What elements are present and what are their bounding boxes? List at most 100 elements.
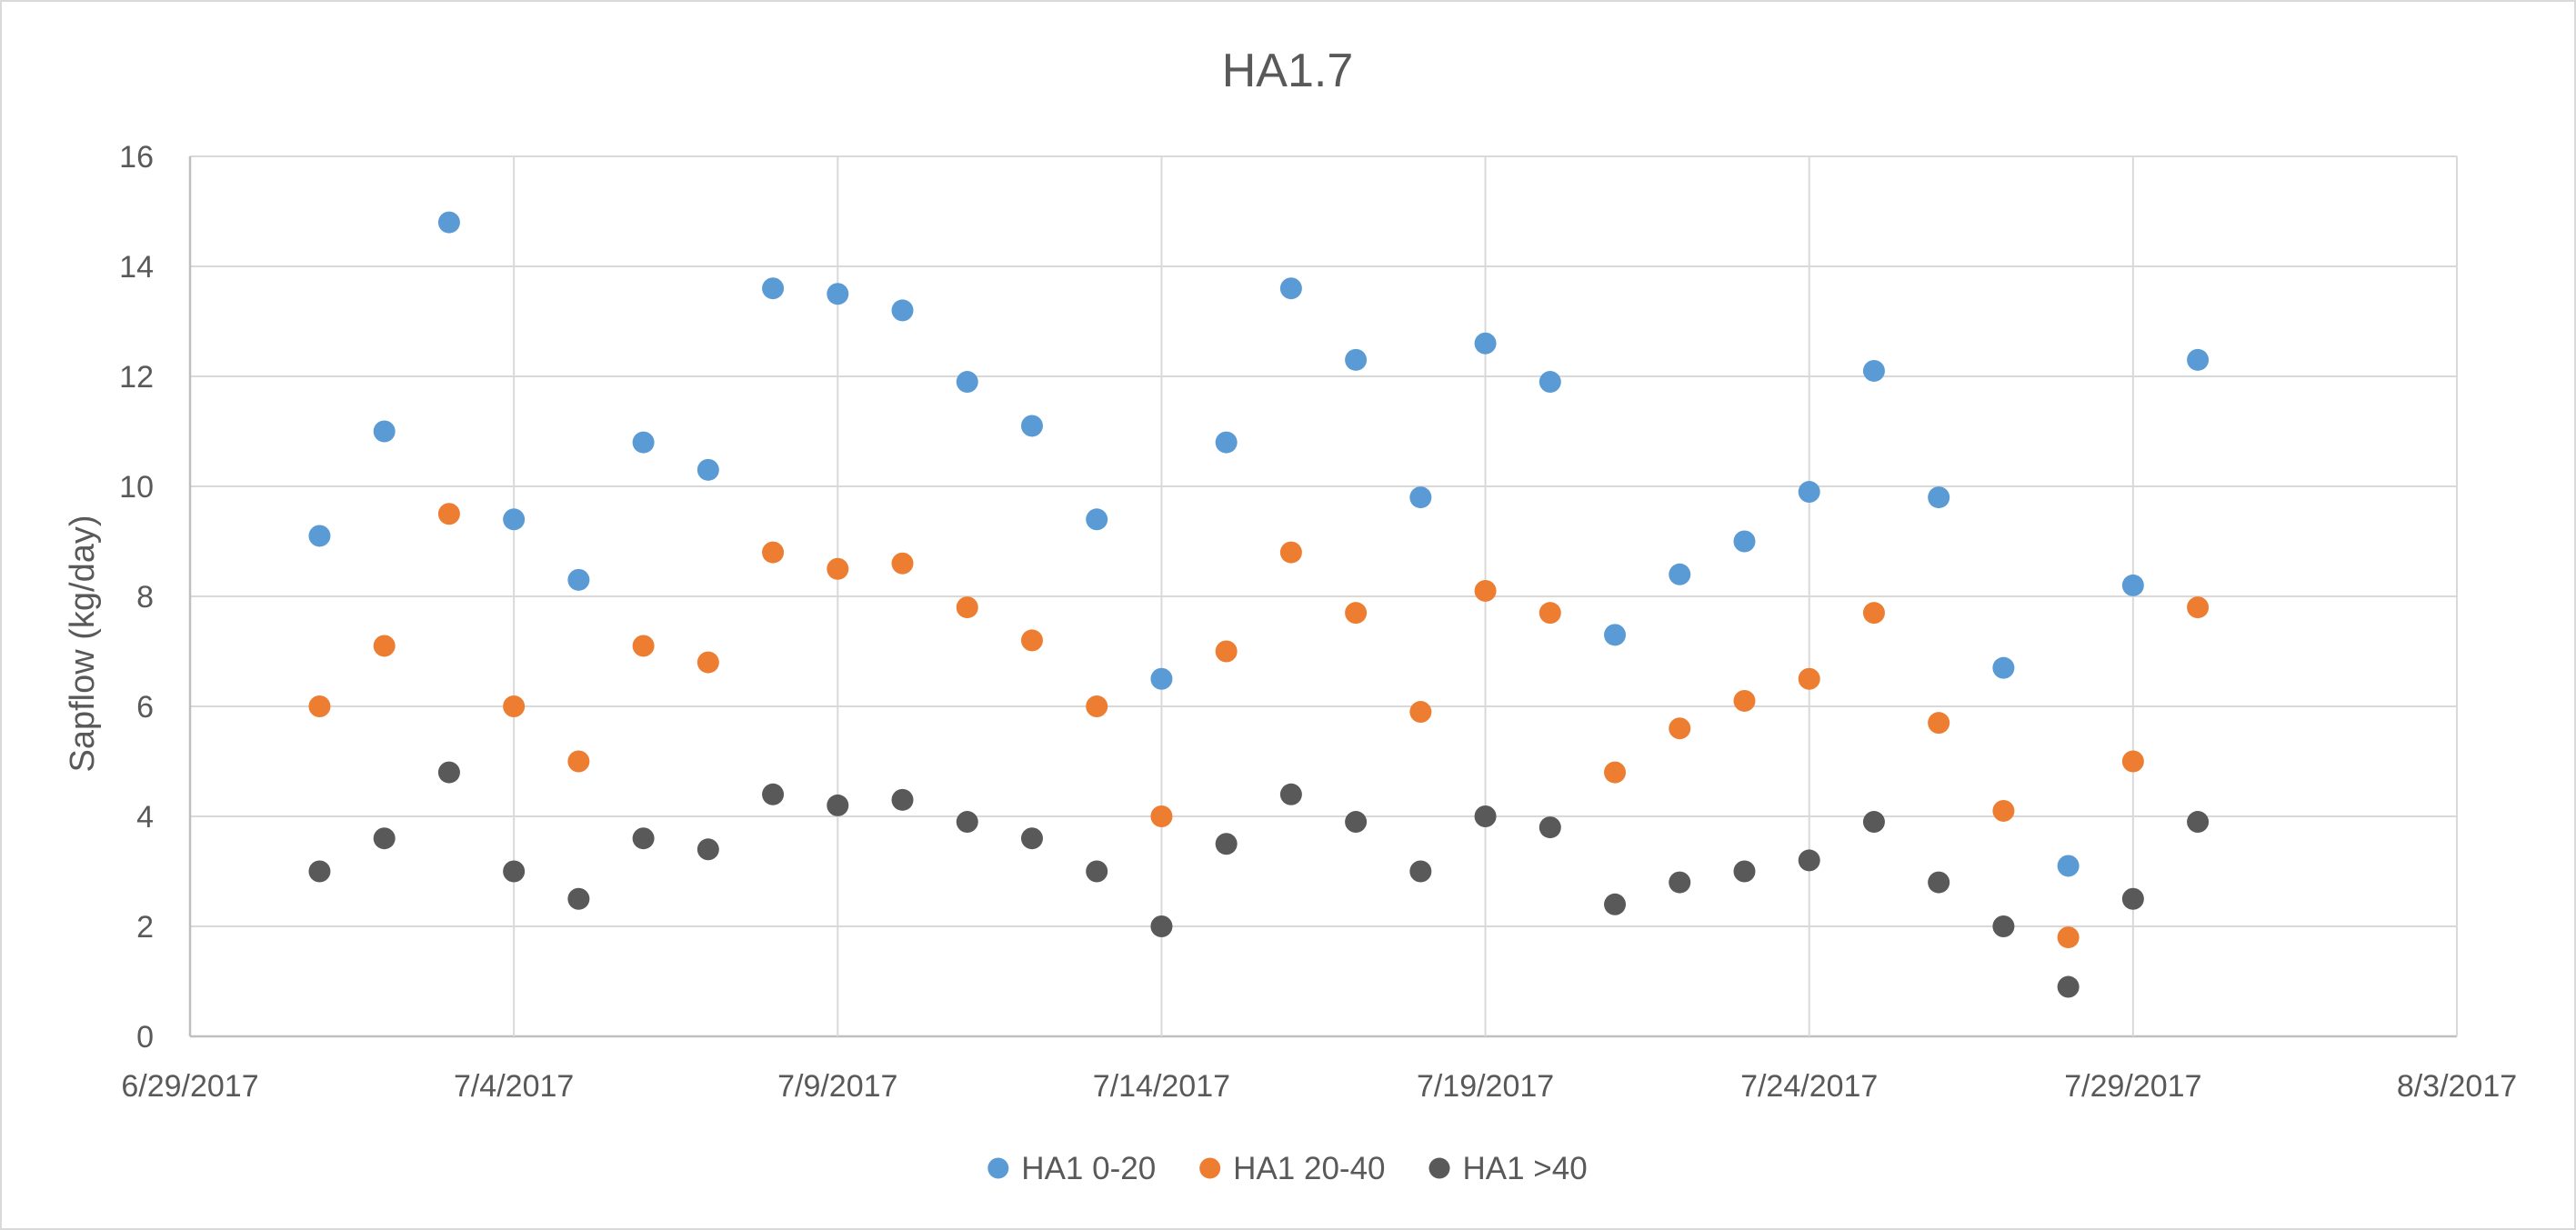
point-ha1-40 xyxy=(891,788,914,811)
x-tick-label: 7/9/2017 xyxy=(777,1069,897,1104)
point-ha1-20-40 xyxy=(1992,799,2015,822)
legend-marker xyxy=(1428,1157,1450,1179)
point-ha1-0-20 xyxy=(1798,481,1820,504)
point-ha1-20-40 xyxy=(1150,805,1173,827)
point-ha1-0-20 xyxy=(1862,359,1885,382)
legend-label: HA1 >40 xyxy=(1463,1151,1588,1186)
x-tick-label: 7/14/2017 xyxy=(1093,1069,1230,1104)
point-ha1-0-20 xyxy=(1150,667,1173,690)
point-ha1-20-40 xyxy=(2121,750,2144,773)
point-ha1-0-20 xyxy=(373,420,396,443)
point-ha1-20-40 xyxy=(437,503,460,525)
point-ha1-20-40 xyxy=(1669,717,1691,740)
point-ha1-0-20 xyxy=(437,211,460,234)
x-tick-label: 8/3/2017 xyxy=(2397,1069,2517,1104)
point-ha1-0-20 xyxy=(1669,563,1691,585)
x-tick-label: 6/29/2017 xyxy=(121,1069,258,1104)
y-tick-label: 0 xyxy=(136,1020,154,1055)
point-ha1-20-40 xyxy=(503,695,526,717)
point-ha1-0-20 xyxy=(1215,431,1238,454)
y-tick-label: 12 xyxy=(119,360,154,395)
point-ha1-40 xyxy=(567,887,590,910)
point-ha1-40 xyxy=(503,860,526,883)
point-ha1-0-20 xyxy=(697,458,719,481)
point-ha1-20-40 xyxy=(1474,579,1497,602)
x-tick-label: 7/4/2017 xyxy=(454,1069,574,1104)
point-ha1-20-40 xyxy=(1733,689,1756,712)
points-layer xyxy=(308,211,2210,998)
y-tick-label: 16 xyxy=(119,140,154,175)
point-ha1-0-20 xyxy=(632,431,655,454)
point-ha1-0-20 xyxy=(308,525,331,547)
legend-label: HA1 20-40 xyxy=(1233,1151,1385,1186)
point-ha1-0-20 xyxy=(2057,855,2080,877)
point-ha1-0-20 xyxy=(1020,415,1043,437)
point-ha1-20-40 xyxy=(1020,629,1043,652)
point-ha1-40 xyxy=(1928,871,1950,894)
legend: HA1 0-20 HA1 20-40 HA1 >40 xyxy=(987,1151,1588,1186)
point-ha1-40 xyxy=(1215,833,1238,855)
point-ha1-0-20 xyxy=(762,277,785,300)
point-ha1-20-40 xyxy=(827,557,849,580)
point-ha1-20-40 xyxy=(632,635,655,657)
grid-layer xyxy=(188,155,2458,1038)
point-ha1-40 xyxy=(2187,811,2210,834)
legend-label: HA1 0-20 xyxy=(1021,1151,1156,1186)
y-tick-label: 6 xyxy=(136,690,154,725)
point-ha1-40 xyxy=(2057,975,2080,998)
point-ha1-40 xyxy=(437,761,460,784)
point-ha1-0-20 xyxy=(891,299,914,322)
point-ha1-40 xyxy=(1474,805,1497,827)
point-ha1-20-40 xyxy=(1279,541,1302,564)
point-ha1-0-20 xyxy=(827,283,849,305)
point-ha1-0-20 xyxy=(2187,348,2210,371)
point-ha1-40 xyxy=(1539,816,1561,839)
point-ha1-40 xyxy=(1409,860,1432,883)
point-ha1-20-40 xyxy=(2057,926,2080,949)
point-ha1-0-20 xyxy=(503,508,526,531)
x-tick-label: 7/29/2017 xyxy=(2064,1069,2201,1104)
point-ha1-20-40 xyxy=(308,695,331,717)
point-ha1-0-20 xyxy=(2121,574,2144,596)
point-ha1-40 xyxy=(1150,915,1173,937)
point-ha1-20-40 xyxy=(1409,701,1432,724)
point-ha1-20-40 xyxy=(1798,667,1820,690)
point-ha1-20-40 xyxy=(1539,602,1561,625)
point-ha1-40 xyxy=(1345,811,1368,834)
point-ha1-0-20 xyxy=(956,371,978,394)
y-tick-label: 14 xyxy=(119,250,154,285)
point-ha1-20-40 xyxy=(1604,761,1627,784)
point-ha1-40 xyxy=(762,783,785,805)
point-ha1-40 xyxy=(1669,871,1691,894)
point-ha1-20-40 xyxy=(697,651,719,674)
point-ha1-40 xyxy=(1862,811,1885,834)
point-ha1-0-20 xyxy=(1539,371,1561,394)
point-ha1-0-20 xyxy=(567,568,590,591)
point-ha1-40 xyxy=(632,827,655,850)
point-ha1-0-20 xyxy=(1733,530,1756,553)
point-ha1-20-40 xyxy=(567,750,590,773)
axis-layer: 0 2 4 6 8 10 12 14 16 6/29/2017 7/4/2017 7/9/2017 7/… xyxy=(119,140,2517,1104)
legend-marker xyxy=(987,1157,1009,1179)
point-ha1-20-40 xyxy=(1086,695,1108,717)
point-ha1-40 xyxy=(697,838,719,861)
legend-item: HA1 20-40 xyxy=(1199,1151,1386,1186)
point-ha1-0-20 xyxy=(1279,277,1302,300)
legend-item: HA1 >40 xyxy=(1428,1151,1588,1186)
y-tick-label: 2 xyxy=(136,910,154,945)
x-tick-label: 7/19/2017 xyxy=(1417,1069,1554,1104)
point-ha1-20-40 xyxy=(1928,712,1950,735)
point-ha1-40 xyxy=(1798,849,1820,872)
point-ha1-40 xyxy=(956,811,978,834)
y-tick-label: 10 xyxy=(119,470,154,505)
point-ha1-20-40 xyxy=(891,552,914,575)
point-ha1-20-40 xyxy=(373,635,396,657)
point-ha1-20-40 xyxy=(1345,602,1368,625)
x-tick-label: 7/24/2017 xyxy=(1740,1069,1878,1104)
point-ha1-0-20 xyxy=(1345,348,1368,371)
legend-item: HA1 0-20 xyxy=(987,1151,1156,1186)
point-ha1-0-20 xyxy=(1474,332,1497,355)
point-ha1-40 xyxy=(1086,860,1108,883)
